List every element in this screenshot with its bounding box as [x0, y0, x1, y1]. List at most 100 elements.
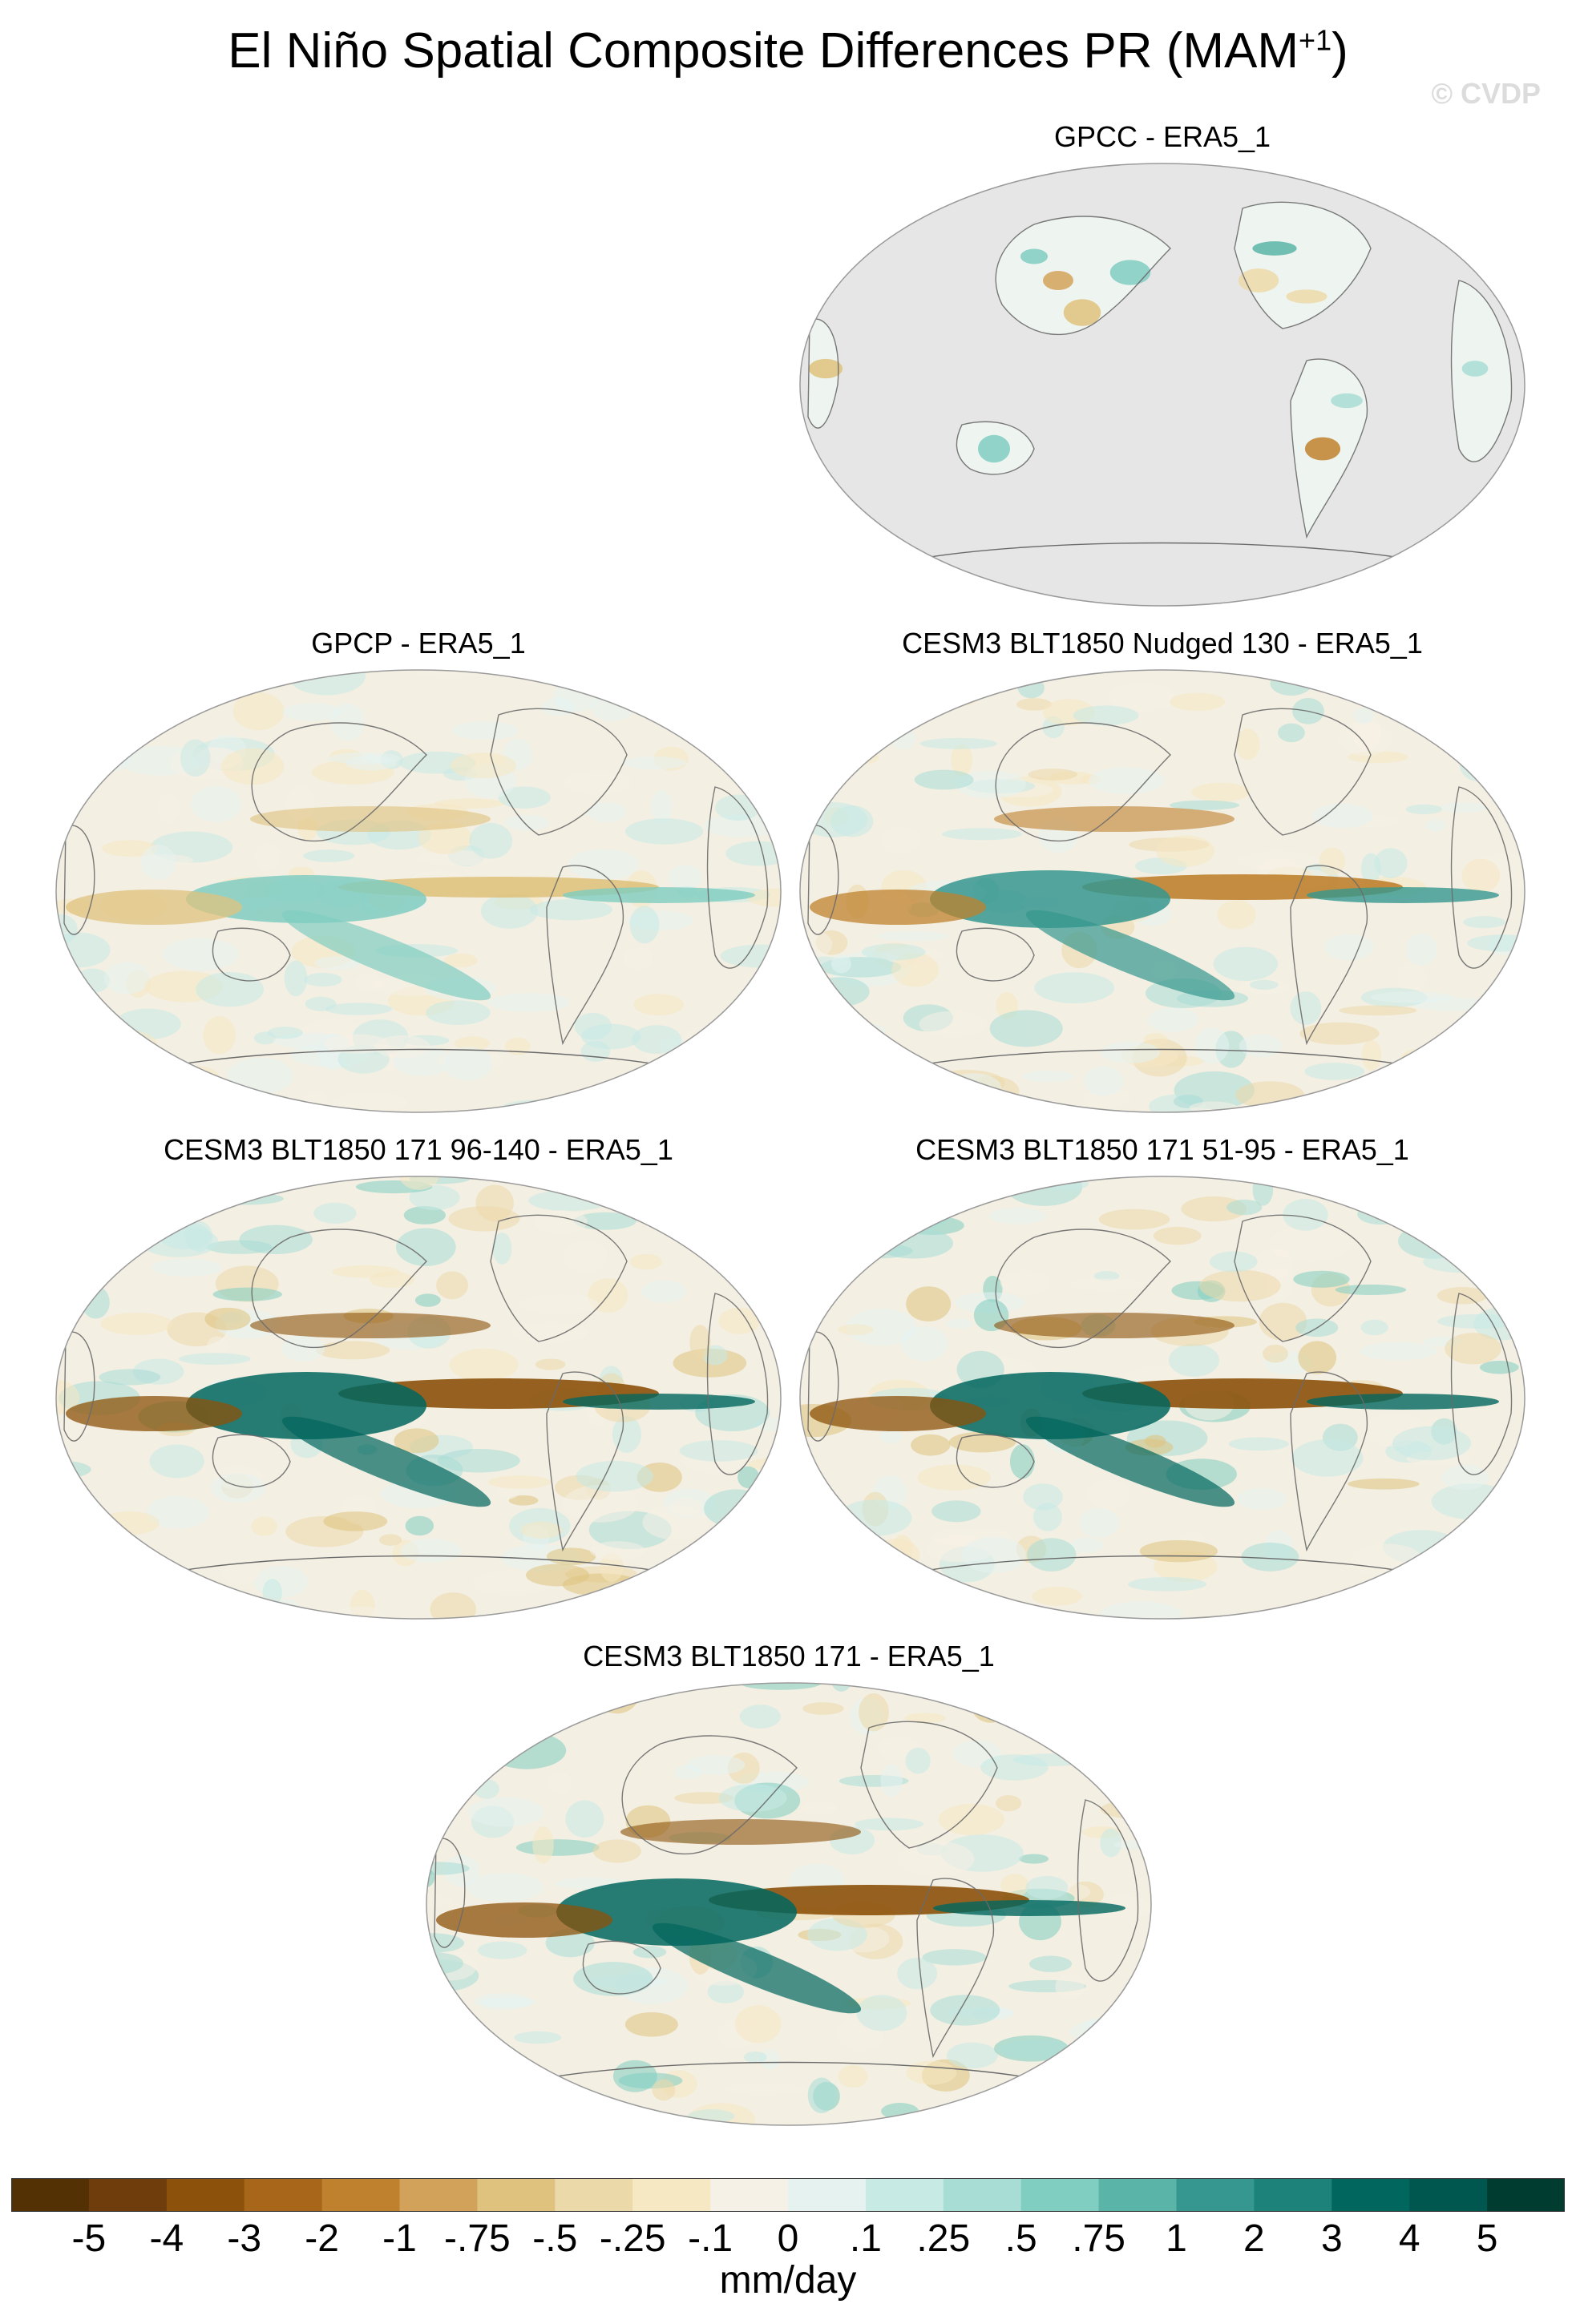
map-border — [799, 669, 1525, 1113]
anomaly-patch — [212, 1287, 282, 1301]
indian-ocean-band — [810, 1396, 986, 1431]
anomaly-patch — [426, 2067, 491, 2081]
anomaly-patch — [403, 1205, 446, 1225]
anomaly-patch — [1000, 1269, 1051, 1295]
anomaly-patch — [703, 688, 754, 713]
anomaly-patch — [862, 681, 927, 699]
anomaly-patch — [800, 1176, 809, 1184]
anomaly-patch — [703, 814, 780, 837]
anomaly-patch — [887, 1205, 965, 1216]
anomaly-patch — [919, 737, 998, 749]
north-pacific-band — [620, 1819, 861, 1845]
anomaly-patch — [802, 1802, 838, 1815]
anomaly-patch — [1249, 979, 1279, 991]
anomaly-patch — [1392, 1426, 1472, 1461]
anomaly-patch — [56, 932, 111, 968]
anomaly-patch — [426, 1763, 455, 1777]
coastline — [1290, 358, 1368, 539]
anomaly-patch — [525, 2093, 567, 2115]
anomaly-patch — [988, 1208, 1046, 1225]
anomaly-patch — [396, 1228, 456, 1266]
anomaly-patch — [946, 1318, 973, 1329]
map-border — [55, 1176, 782, 1620]
anomaly-patch — [718, 1307, 761, 1334]
anomaly-patch — [56, 1471, 82, 1506]
colorbar-tick-label: -5 — [71, 2217, 107, 2260]
anomaly-patch — [830, 805, 874, 837]
anomaly-patch — [1021, 1071, 1074, 1083]
anomaly-patch — [414, 1293, 441, 1307]
anomaly-patch — [1032, 1586, 1082, 1606]
anomaly-patch — [1450, 1176, 1479, 1201]
anomaly-patch — [589, 1685, 635, 1702]
anomaly-patch — [802, 1702, 844, 1715]
north-pacific-band — [250, 1313, 491, 1338]
map-border — [799, 163, 1525, 607]
colorbar-tick-label: -.1 — [688, 2217, 733, 2260]
anomaly-patch — [1291, 1439, 1364, 1477]
anomaly-patch — [1073, 705, 1139, 726]
anomaly-patch — [1100, 1828, 1122, 1858]
warm-pool-wet-band — [930, 870, 1170, 928]
anomaly-patch — [227, 1057, 294, 1095]
coastline — [995, 722, 1171, 842]
coastline — [251, 1229, 427, 1349]
anomaly-patch — [103, 962, 150, 995]
anomaly-patch — [1405, 804, 1443, 814]
anomaly-patch — [70, 1091, 131, 1112]
anomaly-patch — [1304, 437, 1341, 461]
colorbar-tick-label: -.25 — [599, 2217, 666, 2260]
anomaly-patch — [1505, 1497, 1525, 1527]
atlantic-band — [1307, 1394, 1499, 1410]
anomaly-patch — [428, 1740, 504, 1768]
anomaly-patch — [1397, 962, 1427, 994]
anomaly-patch — [81, 1285, 110, 1319]
anomaly-patch — [1493, 690, 1525, 717]
anomaly-patch — [204, 1307, 251, 1331]
anomaly-patch — [492, 1232, 512, 1265]
anomaly-patch — [673, 697, 753, 712]
warm-pool-wet-band — [186, 1372, 426, 1439]
anomaly-patch — [1034, 972, 1115, 1004]
coastline — [995, 216, 1171, 336]
anomaly-patch — [498, 786, 551, 809]
anomaly-patch — [1000, 1874, 1029, 1898]
colorbar-tick-label: 1 — [1166, 2217, 1187, 2260]
colorbar-swatch — [1098, 2178, 1177, 2212]
anomaly-patch — [1335, 1284, 1407, 1296]
anomaly-patch — [467, 1797, 544, 1827]
anomaly-patch — [629, 906, 660, 944]
anomaly-patch — [159, 1195, 180, 1225]
anomaly-patch — [426, 1987, 448, 2025]
anomaly-patch — [1469, 1253, 1517, 1280]
anomaly-patch — [114, 1188, 195, 1204]
colorbar-tick-label: 0 — [777, 2217, 799, 2260]
anomaly-patch — [816, 1514, 864, 1545]
anomaly-patch — [504, 814, 550, 831]
colorbar-swatch — [555, 2178, 633, 2212]
anomaly-patch — [850, 691, 883, 704]
map — [799, 669, 1525, 1113]
anomaly-patch — [1113, 1839, 1151, 1850]
land-field — [1235, 202, 1371, 329]
anomaly-patch — [743, 2051, 767, 2064]
anomaly-patch — [267, 1027, 303, 1039]
anomaly-patch — [879, 827, 922, 854]
anomaly-patch — [679, 1440, 758, 1462]
coastline — [161, 1555, 676, 1575]
anomaly-patch — [573, 1962, 653, 1996]
anomaly-patch — [477, 1941, 527, 1959]
anomaly-patch — [1353, 708, 1374, 724]
anomaly-patch — [1268, 1226, 1351, 1261]
anomaly-patch — [178, 1066, 220, 1088]
anomaly-patch — [426, 1894, 454, 1907]
anomaly-patch — [1069, 1537, 1105, 1553]
anomaly-patch — [1228, 1437, 1289, 1451]
coastline — [1234, 1214, 1372, 1342]
anomaly-patch — [1100, 1601, 1182, 1619]
colorbar-tick-label: 3 — [1320, 2217, 1343, 2260]
anomaly-patch — [879, 1429, 903, 1443]
spcz-band — [1025, 1416, 1235, 1507]
anomaly-patch — [400, 1539, 462, 1563]
anomaly-patch — [323, 1511, 388, 1531]
